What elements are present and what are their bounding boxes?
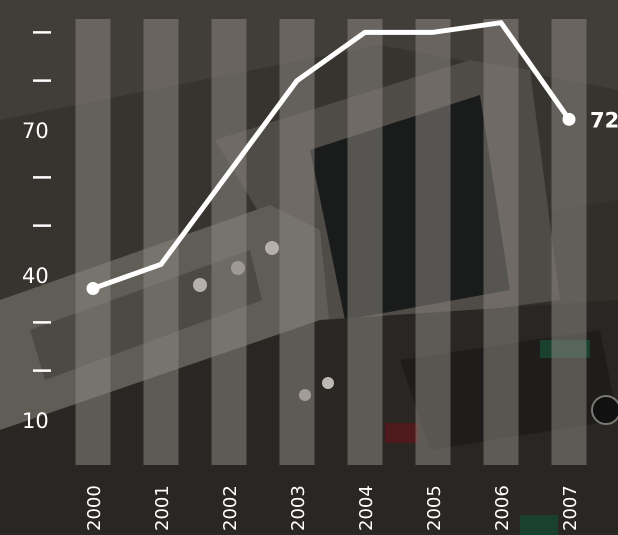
x-tick-label-2004: 2004: [356, 485, 377, 531]
knob: [322, 377, 334, 389]
x-tick-label-2005: 2005: [424, 485, 445, 531]
data-point-2007: [562, 112, 576, 126]
x-tick-label-2001: 2001: [152, 485, 173, 531]
x-tick-label-2006: 2006: [492, 485, 513, 531]
x-tick-label-2003: 2003: [288, 485, 309, 531]
column-band-2005: [415, 19, 451, 465]
y-tick-label-40: 40: [22, 264, 49, 288]
knob: [193, 278, 207, 292]
red-indicator: [385, 423, 419, 443]
column-band-2003: [279, 19, 315, 465]
column-band-2001: [143, 19, 179, 465]
column-band-2000: [75, 19, 111, 465]
end-value-label: 72: [590, 108, 618, 132]
round-dial: [591, 395, 618, 425]
x-tick-label-2002: 2002: [220, 485, 241, 531]
data-point-2000: [86, 282, 100, 295]
x-tick-label-2007: 2007: [560, 485, 581, 531]
knob: [265, 241, 279, 255]
series-line: [90, 20, 572, 291]
column-band-2002: [211, 19, 247, 465]
green-indicator: [520, 515, 558, 535]
y-tick-label-70: 70: [22, 119, 49, 143]
x-tick-label-2000: 2000: [84, 485, 105, 531]
y-tick-label-10: 10: [22, 409, 49, 433]
column-band-2007: [551, 19, 587, 465]
column-band-2006: [483, 19, 519, 465]
column-band-2004: [347, 19, 383, 465]
